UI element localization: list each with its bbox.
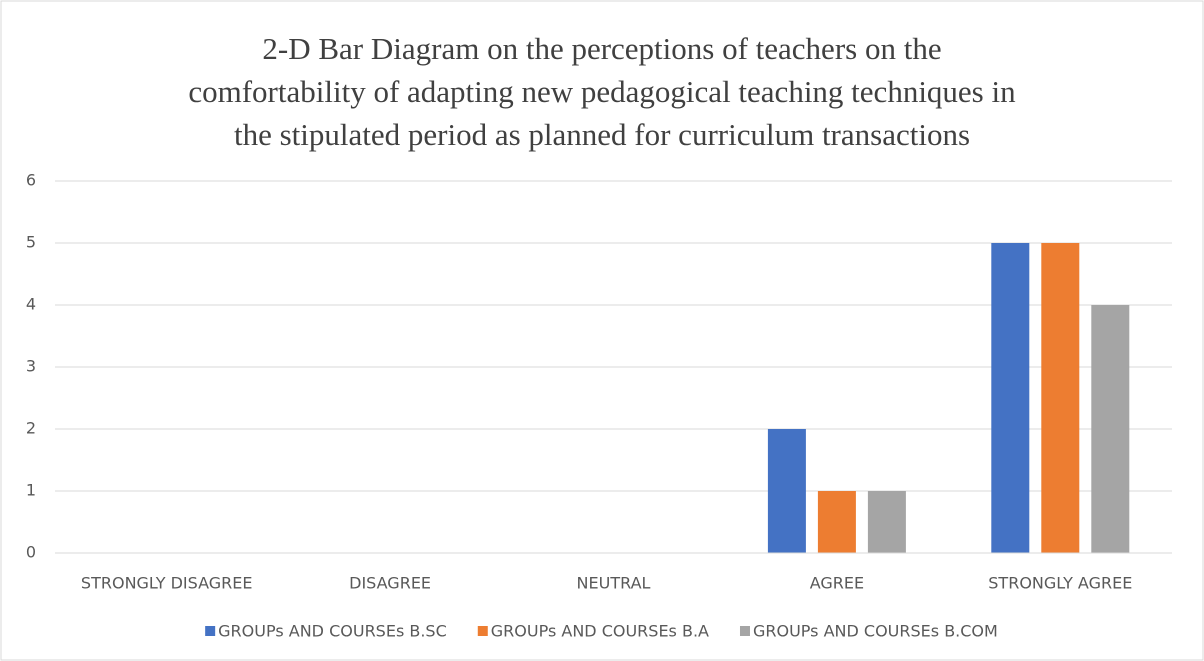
x-tick-label: STRONGLY DISAGREE (81, 574, 253, 593)
legend-label: GROUPs AND COURSEs B.COM (753, 622, 998, 641)
y-tick-label: 1 (26, 481, 36, 500)
y-tick-label: 2 (26, 419, 36, 438)
x-tick-label: AGREE (810, 574, 864, 593)
y-tick-label: 4 (26, 295, 36, 314)
chart-title: 2-D Bar Diagram on the perceptions of te… (262, 31, 941, 66)
bar (817, 491, 856, 553)
legend-label: GROUPs AND COURSEs B.A (491, 622, 709, 641)
y-tick-label: 6 (26, 171, 36, 190)
y-tick-label: 3 (26, 357, 36, 376)
bar (867, 491, 906, 553)
bar (1041, 243, 1080, 553)
legend-swatch (477, 626, 488, 636)
x-tick-label: STRONGLY AGREE (988, 574, 1132, 593)
chart-title: the stipulated period as planned for cur… (234, 117, 970, 152)
chart-title: comfortability of adapting new pedagogic… (188, 74, 1016, 109)
legend-label: GROUPs AND COURSEs B.SC (218, 622, 447, 641)
x-tick-label: DISAGREE (349, 574, 431, 593)
x-tick-label: NEUTRAL (577, 574, 651, 593)
legend-swatch (739, 626, 750, 636)
legend-swatch (205, 626, 216, 636)
y-tick-label: 0 (26, 543, 36, 562)
bar (1091, 305, 1130, 553)
bar (991, 243, 1030, 553)
bar (767, 429, 806, 553)
y-tick-label: 5 (26, 233, 36, 252)
